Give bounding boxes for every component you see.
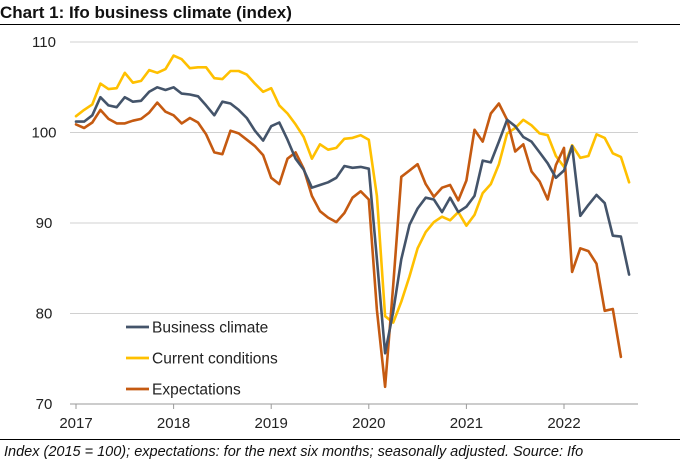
legend: Business climate Current conditions Expect… bbox=[126, 320, 278, 399]
y-tick-label: 110 bbox=[32, 34, 56, 51]
legend-label-business-climate: Business climate bbox=[152, 320, 268, 337]
y-tick-label: 90 bbox=[36, 215, 53, 232]
x-tick-label: 2018 bbox=[157, 415, 190, 432]
chart-note: Index (2015 = 100); expectations: for th… bbox=[4, 444, 584, 460]
note-rule bbox=[0, 439, 680, 440]
title-rule bbox=[0, 24, 680, 25]
y-tick-label: 100 bbox=[31, 125, 56, 142]
y-tick-label: 80 bbox=[36, 306, 53, 323]
x-tick-label: 2020 bbox=[352, 415, 385, 432]
gridlines bbox=[70, 41, 638, 405]
x-tick-label: 2022 bbox=[547, 415, 580, 432]
series-line-expectations bbox=[74, 101, 623, 389]
line-chart: 70 80 90 100 110 2017 2018 2019 2020 2021 2022 Bu… bbox=[31, 34, 638, 432]
chart-title: Chart 1: Ifo business climate (index) bbox=[0, 3, 292, 22]
legend-label-current-conditions: Current conditions bbox=[152, 351, 278, 368]
legend-label-expectations: Expectations bbox=[152, 382, 241, 399]
series-lines bbox=[74, 54, 631, 389]
x-axis-ticks: 2017 2018 2019 2020 2021 2022 bbox=[59, 404, 581, 432]
series-line-current-conditions bbox=[74, 54, 631, 324]
x-tick-label: 2017 bbox=[59, 415, 92, 432]
series-line-business-climate bbox=[74, 86, 631, 355]
y-tick-label: 70 bbox=[36, 396, 53, 413]
x-tick-label: 2021 bbox=[450, 415, 483, 432]
y-axis-ticks: 70 80 90 100 110 bbox=[31, 34, 56, 413]
x-tick-label: 2019 bbox=[255, 415, 288, 432]
